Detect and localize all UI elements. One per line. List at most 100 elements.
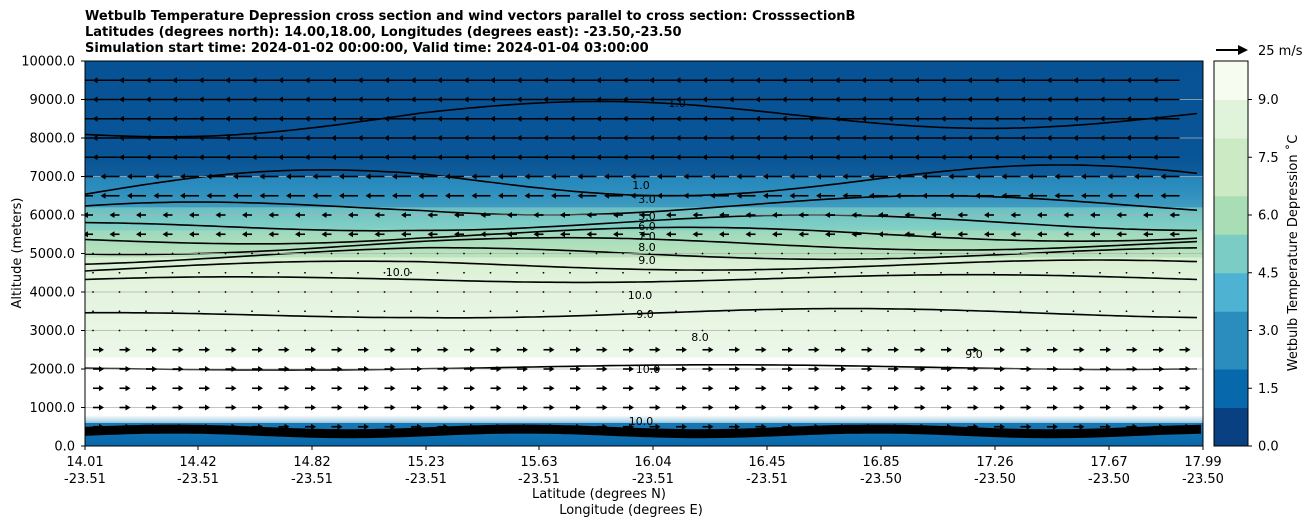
wind-vector-629 — [1179, 346, 1191, 353]
wind-vector-326 — [931, 212, 941, 218]
wind-vector-259 — [259, 192, 279, 199]
wind-vector-85 — [92, 115, 120, 122]
wind-vector-538 — [993, 310, 995, 313]
wind-vector-593 — [225, 346, 237, 353]
wind-vector-50 — [278, 96, 305, 103]
wind-vector-282 — [869, 192, 888, 199]
wind-vector-286 — [975, 192, 994, 199]
wind-vector-175 — [251, 154, 279, 161]
wind-vector-321 — [798, 212, 809, 218]
wind-vector-398 — [622, 252, 624, 255]
wind-vector-452 — [940, 271, 942, 274]
wind-vector-264 — [392, 192, 411, 199]
wind-vector-759 — [172, 423, 184, 430]
contour-label-0: 1.0 — [632, 179, 650, 192]
wind-vector-437 — [542, 271, 545, 274]
wind-vector-563 — [542, 329, 545, 332]
wind-vector-211 — [100, 173, 120, 180]
wind-vector-62 — [596, 96, 623, 103]
y-tick-label-0: 0.0 — [54, 440, 75, 455]
wind-vector-630 — [93, 366, 104, 372]
wind-vector-467 — [224, 291, 227, 293]
wind-vector-143 — [516, 135, 544, 141]
wind-vector-580 — [993, 329, 995, 332]
wind-vector-618 — [888, 346, 899, 353]
wind-vector-75 — [940, 96, 968, 103]
wind-vector-667 — [1073, 366, 1085, 372]
wind-vector-158 — [914, 135, 941, 141]
wind-vector-480 — [569, 291, 571, 293]
wind-vector-46 — [172, 96, 199, 103]
wind-vector-42 — [85, 98, 93, 101]
wind-vector-472 — [357, 291, 359, 293]
wind-vector-505 — [118, 310, 121, 313]
wind-vector-166 — [1126, 135, 1153, 141]
wind-vector-548 — [145, 329, 147, 332]
wind-vector-165 — [1099, 135, 1127, 141]
wind-vector-22 — [649, 77, 676, 84]
wind-vector-719 — [225, 404, 237, 411]
contour-line-6 — [85, 259, 1198, 272]
wind-vector-775 — [596, 423, 608, 430]
wind-vector-231 — [630, 173, 650, 180]
wind-vector-376 — [1143, 231, 1153, 238]
wind-vector-4 — [172, 77, 199, 84]
x-axis-label-latitude: Latitude (degrees N) — [532, 487, 666, 502]
wind-vector-610 — [676, 346, 687, 353]
wind-vector-240 — [869, 173, 888, 180]
wind-vector-359 — [692, 231, 703, 238]
wind-vector-690 — [570, 385, 581, 392]
wind-vector-689 — [543, 385, 555, 392]
wind-vector-614 — [782, 346, 793, 353]
wind-vector-449 — [860, 271, 863, 274]
wind-vector-656 — [782, 366, 793, 372]
wind-vector-91 — [251, 115, 279, 122]
x-tick-lon-2: -23.51 — [291, 472, 333, 487]
wind-vector-426 — [251, 271, 253, 274]
wind-vector-298 — [189, 212, 199, 218]
wind-vector-392 — [463, 252, 465, 255]
wind-vector-767 — [384, 423, 396, 430]
wind-vector-381 — [171, 252, 174, 255]
wind-vector-526 — [675, 310, 677, 313]
wind-vector-495 — [966, 291, 969, 293]
wind-vector-500 — [1099, 291, 1101, 293]
wind-vector-188 — [596, 154, 623, 161]
wind-vector-652 — [676, 366, 687, 372]
wind-vector-227 — [524, 173, 544, 180]
wind-vector-40 — [1126, 77, 1153, 84]
wind-vector-558 — [410, 329, 412, 332]
wind-vector-479 — [542, 291, 545, 293]
wind-vector-31 — [887, 77, 915, 84]
wind-vector-297 — [162, 212, 173, 218]
wind-vector-456 — [1046, 271, 1048, 274]
y-tick-label-7: 7000.0 — [30, 170, 76, 185]
wind-vector-471 — [330, 291, 333, 293]
wind-vector-583 — [1072, 329, 1075, 332]
wind-vector-80 — [1073, 96, 1100, 103]
wind-vector-387 — [330, 252, 333, 255]
wind-vector-402 — [728, 252, 730, 255]
wind-vector-561 — [489, 329, 492, 332]
wind-vector-433 — [436, 271, 439, 274]
x-tick-lon-9: -23.50 — [1088, 472, 1130, 487]
wind-vector-193 — [728, 154, 756, 161]
wind-vector-126 — [85, 137, 93, 139]
wind-vector-646 — [517, 366, 528, 372]
wind-vector-239 — [842, 173, 862, 180]
wind-vector-779 — [702, 423, 714, 430]
wind-vector-267 — [471, 192, 491, 199]
wind-vector-1 — [92, 77, 120, 84]
wind-vector-482 — [622, 291, 624, 293]
wind-vector-533 — [860, 310, 863, 313]
wind-vector-86 — [119, 115, 146, 122]
wind-vector-33 — [940, 77, 968, 84]
wind-vector-506 — [145, 310, 147, 313]
x-tick-lat-2: 14.82 — [293, 455, 330, 470]
wind-vector-120 — [1020, 115, 1047, 122]
wind-vector-117 — [940, 115, 968, 122]
wind-vector-336 — [85, 231, 93, 238]
wind-vector-142 — [490, 135, 517, 141]
wind-vector-223 — [418, 173, 438, 180]
wind-vector-303 — [321, 212, 332, 218]
